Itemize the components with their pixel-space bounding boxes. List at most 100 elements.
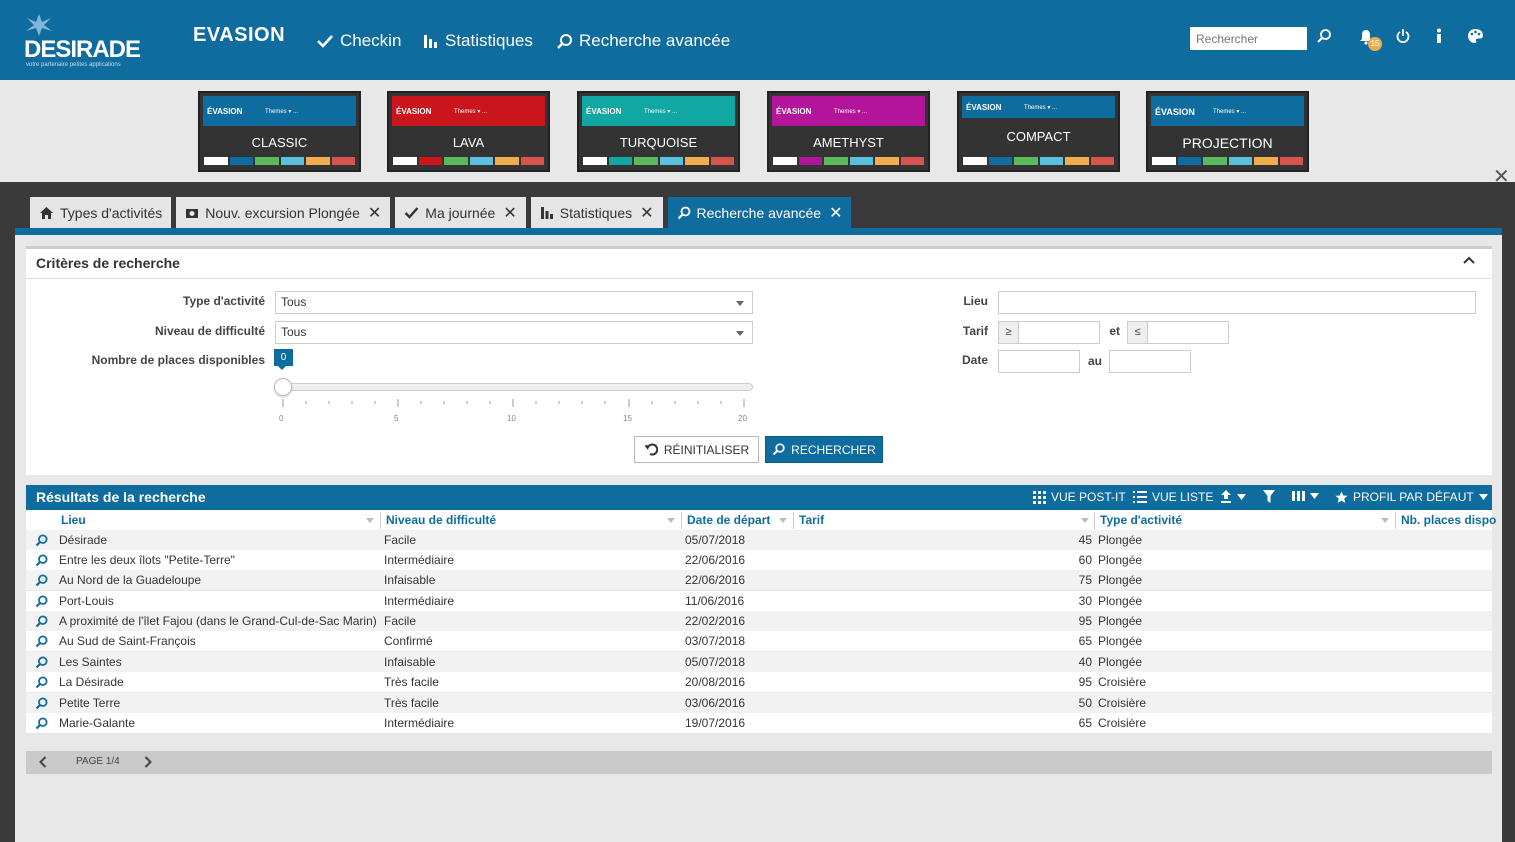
table-row[interactable]: Les Saintes Infaisable 05/07/2018 40 Plo… xyxy=(26,652,1492,672)
tab-recherche-avancee[interactable]: Recherche avancée ✕ xyxy=(667,197,852,228)
app-brand[interactable]: EVASION xyxy=(193,24,286,46)
nav-statistiques-label: Statistiques xyxy=(445,31,533,50)
header-search-input[interactable] xyxy=(1190,27,1307,50)
vue-postit-button[interactable]: VUE POST-IT xyxy=(1033,490,1126,504)
cell-date: 03/06/2016 xyxy=(685,696,746,710)
tab-types-activites[interactable]: Types d'activités xyxy=(30,197,172,228)
theme-label: CLASSIC xyxy=(251,135,308,150)
col-header-date[interactable]: Date de départ xyxy=(687,513,771,527)
check-icon xyxy=(404,207,419,219)
theme-lava[interactable]: ÉVASION Themes ▾ ... LAVA xyxy=(387,91,550,172)
filter-button[interactable] xyxy=(1263,490,1275,503)
cell-niveau: Intermédiaire xyxy=(384,594,455,608)
nav-checkin[interactable]: Checkin xyxy=(316,28,401,54)
table-row[interactable]: Au Sud de Saint-François Confirmé 03/07/… xyxy=(26,631,1492,651)
view-magnifier-icon[interactable] xyxy=(35,676,48,689)
reset-button[interactable]: RÉINITIALISER xyxy=(634,436,759,463)
palette-icon[interactable] xyxy=(1467,28,1484,44)
theme-turquoise[interactable]: ÉVASION Themes ▾ ... TURQUOISE xyxy=(577,91,740,172)
theme-header: ÉVASION Themes ▾ ... xyxy=(203,96,356,126)
view-magnifier-icon[interactable] xyxy=(35,595,48,608)
places-slider-track[interactable] xyxy=(275,383,753,391)
table-row[interactable]: La Désirade Très facile 20/08/2016 95 Cr… xyxy=(26,672,1492,692)
cell-niveau: Confirmé xyxy=(384,634,433,648)
theme-projection[interactable]: ÉVASION Themes ▾ ... PROJECTION xyxy=(1146,91,1309,172)
cell-tarif: 30 xyxy=(1078,594,1092,608)
view-magnifier-icon[interactable] xyxy=(35,554,48,567)
theme-amethyst[interactable]: ÉVASION Themes ▾ ... AMETHYST xyxy=(767,91,930,172)
sort-caret-icon[interactable] xyxy=(1381,518,1389,523)
view-magnifier-icon[interactable] xyxy=(35,615,48,628)
view-magnifier-icon[interactable] xyxy=(35,656,48,669)
header-search-icon[interactable] xyxy=(1316,28,1332,44)
col-header-type[interactable]: Type d'activité xyxy=(1100,513,1182,527)
theme-classic[interactable]: ÉVASION Themes ▾ ... CLASSIC xyxy=(198,91,361,172)
sort-caret-icon[interactable] xyxy=(366,518,374,523)
vue-liste-button[interactable]: VUE LISTE xyxy=(1133,490,1213,504)
table-row[interactable]: A proximité de l'îlet Fajou (dans le Gra… xyxy=(26,611,1492,631)
nav-statistiques[interactable]: Statistiques xyxy=(423,28,533,54)
cell-lieu: Marie-Galante xyxy=(59,716,136,730)
places-slider-handle[interactable] xyxy=(274,378,292,396)
results-table-header: Lieu Niveau de difficulté Date de départ… xyxy=(26,510,1496,531)
columns-dropdown[interactable] xyxy=(1292,490,1319,502)
nav-recherche-label: Recherche avancée xyxy=(579,31,731,50)
close-tab-icon[interactable]: ✕ xyxy=(829,204,843,222)
tarif-max-input[interactable] xyxy=(1147,321,1229,344)
close-tab-icon[interactable]: ✕ xyxy=(503,204,517,222)
tab-ma-journee[interactable]: Ma journée ✕ xyxy=(395,197,526,228)
export-dropdown[interactable] xyxy=(1220,490,1246,503)
close-theme-bar-icon[interactable]: ✕ xyxy=(1493,166,1510,188)
tab-nouv-excursion[interactable]: Nouv. excursion Plongée ✕ xyxy=(176,197,391,228)
table-row[interactable]: Port-Louis Intermédiaire 11/06/2016 30 P… xyxy=(26,591,1492,611)
column-divider xyxy=(681,512,682,529)
col-header-tarif[interactable]: Tarif xyxy=(799,513,825,527)
vue-liste-label: VUE LISTE xyxy=(1152,490,1214,504)
search-button[interactable]: RECHERCHER xyxy=(765,436,883,463)
close-tab-icon[interactable]: ✕ xyxy=(367,204,382,222)
table-row[interactable]: Entre les deux îlots "Petite-Terre" Inte… xyxy=(26,550,1492,570)
table-row[interactable]: Petite Terre Très facile 03/06/2016 50 C… xyxy=(26,693,1492,713)
search-icon xyxy=(772,443,785,456)
niveau-difficulte-select[interactable]: Tous xyxy=(275,321,753,344)
cell-date: 22/06/2016 xyxy=(685,573,746,587)
view-magnifier-icon[interactable] xyxy=(35,697,48,710)
tarif-min-input[interactable] xyxy=(1018,321,1100,344)
view-magnifier-icon[interactable] xyxy=(35,574,48,587)
power-icon[interactable] xyxy=(1396,28,1410,44)
cell-lieu: Entre les deux îlots "Petite-Terre" xyxy=(59,553,235,567)
theme-compact[interactable]: ÉVASION Themes ▾ ... COMPACT xyxy=(957,91,1120,172)
sort-caret-icon[interactable] xyxy=(1081,518,1089,523)
table-row[interactable]: Au Nord de la Guadeloupe Infaisable 22/0… xyxy=(26,570,1492,590)
col-header-lieu[interactable]: Lieu xyxy=(61,513,86,527)
slider-tick-label: 0 xyxy=(279,414,284,423)
type-activite-select[interactable]: Tous xyxy=(275,291,753,314)
sort-caret-icon[interactable] xyxy=(779,518,787,523)
col-header-places[interactable]: Nb. places dispo xyxy=(1401,513,1497,527)
criteria-panel: Critères de recherche Type d'activité To… xyxy=(26,246,1492,475)
lieu-input[interactable] xyxy=(998,291,1476,314)
view-magnifier-icon[interactable] xyxy=(35,534,48,547)
table-row[interactable]: Marie-Galante Intermédiaire 19/07/2016 6… xyxy=(26,713,1492,733)
next-page-icon[interactable] xyxy=(144,756,152,768)
nav-recherche-avancee[interactable]: Recherche avancée xyxy=(556,28,730,54)
slider-tick-label: 10 xyxy=(507,414,516,423)
theme-label: LAVA xyxy=(452,135,485,150)
info-icon[interactable] xyxy=(1434,28,1444,44)
view-magnifier-icon[interactable] xyxy=(35,717,48,730)
col-header-niveau[interactable]: Niveau de difficulté xyxy=(386,513,497,527)
date-from-input[interactable] xyxy=(998,350,1080,373)
view-magnifier-icon[interactable] xyxy=(35,635,48,648)
cell-type: Croisière xyxy=(1098,675,1147,689)
collapse-chevron-icon[interactable] xyxy=(1462,255,1476,265)
sort-caret-icon[interactable] xyxy=(667,518,675,523)
cell-tarif: 75 xyxy=(1078,573,1092,587)
table-row[interactable]: Désirade Facile 05/07/2018 45 Plongée xyxy=(26,530,1492,550)
tab-statistiques[interactable]: Statistiques ✕ xyxy=(530,197,663,228)
profile-dropdown[interactable]: PROFIL PAR DÉFAUT xyxy=(1335,490,1488,504)
close-tab-icon[interactable]: ✕ xyxy=(640,204,654,222)
previous-page-icon[interactable] xyxy=(39,756,47,768)
date-to-input[interactable] xyxy=(1109,350,1191,373)
slider-ticks xyxy=(282,399,745,407)
desirade-logo[interactable]: DESIRADE votre partenaire petites applic… xyxy=(20,12,141,72)
